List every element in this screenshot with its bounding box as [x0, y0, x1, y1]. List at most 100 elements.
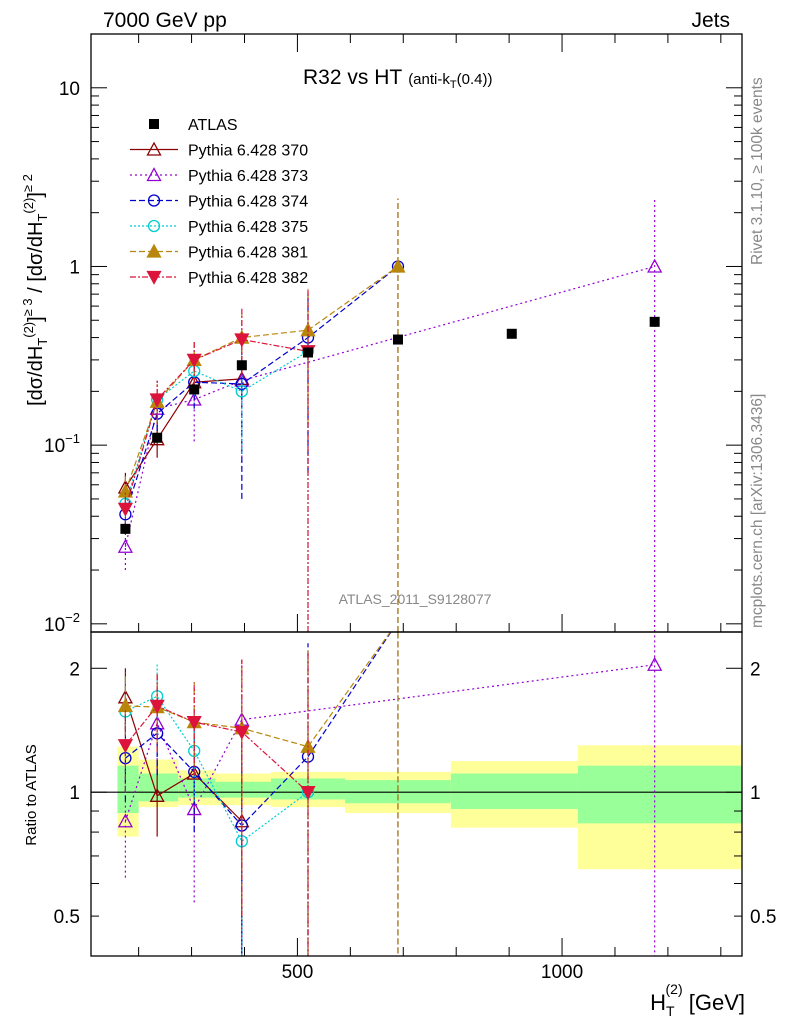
ratio-line	[124, 697, 243, 822]
y-tick-label: 1	[69, 257, 80, 278]
marker-triangle-down	[234, 333, 250, 348]
marker-square	[149, 119, 159, 129]
marker-square	[392, 334, 403, 345]
ylabel-part: ]	[25, 192, 47, 198]
y-tick-base: 10	[44, 615, 65, 636]
source-label: mcplots.cern.ch [arXiv:1306.3436]	[749, 394, 766, 628]
marker-triangle-down	[186, 353, 202, 368]
marker-triangle-down	[234, 725, 250, 740]
marker-triangle-down	[149, 699, 165, 714]
marker-circle	[147, 219, 161, 233]
y-tick-exp: −1	[65, 431, 80, 446]
legend: ATLAS Pythia 6.428 370 Pythia 6.428 373 Pyt…	[130, 117, 308, 287]
marker-triangle	[186, 801, 202, 816]
marker-triangle-down	[117, 502, 133, 517]
series-pythia-6-428-381	[117, 198, 406, 632]
ratio-y-tick-label: 1	[69, 783, 80, 804]
ratio-y-tick-label: 0.5	[54, 907, 80, 928]
ratio-band-inner	[577, 765, 742, 824]
marker-triangle-down	[186, 715, 202, 730]
ratio-plot-area	[91, 632, 742, 956]
marker-triangle	[117, 698, 133, 713]
rivet-label: Rivet 3.1.10, ≥ 100k events	[749, 77, 766, 265]
ylabel-part: ≥ 2	[20, 174, 35, 192]
title-small: (anti-k	[408, 71, 450, 88]
marker-triangle	[390, 258, 406, 273]
marker-triangle-down	[300, 786, 316, 801]
ylabel-part: (2)	[21, 198, 36, 214]
series-line	[124, 265, 655, 547]
marker-triangle	[117, 813, 133, 828]
series-pythia-6-428-382	[117, 289, 316, 632]
series-atlas	[120, 316, 660, 534]
ylabel-part: (2)	[21, 322, 36, 338]
series-pythia-6-428-374	[119, 198, 405, 632]
legend-label: ATLAS	[188, 117, 238, 134]
ratio-frame	[90, 631, 743, 957]
header-right: Jets	[691, 9, 730, 32]
ratio-line	[124, 705, 309, 793]
ratio-series-pythia-6-428-381	[117, 632, 399, 956]
marker-circle	[147, 194, 161, 207]
chart-title: R32 vs HT (anti-kT(0.4))	[303, 66, 492, 91]
ratio-series-pythia-6-428-375	[119, 651, 315, 956]
marker-square	[152, 432, 163, 443]
top-ylabel: [dσ/dHT(2)]≥ 3 / [dσ/dHT(2)]≥ 2	[20, 174, 50, 406]
analysis-label: ATLAS_2011_S9128077	[339, 591, 492, 607]
ratio-y-tick-label-right: 0.5	[750, 907, 776, 928]
y-tick-label: 10−2	[44, 610, 80, 636]
legend-label: Pythia 6.428 370	[188, 143, 308, 160]
xlabel-part: T	[666, 1003, 675, 1019]
ratio-line	[125, 632, 392, 748]
marker-square	[506, 328, 517, 339]
marker-triangle	[146, 141, 162, 156]
ylabel-part: T	[35, 214, 50, 222]
marker-triangle	[647, 656, 663, 671]
marker-triangle-down	[146, 270, 162, 285]
ratio-band-inner	[178, 778, 216, 798]
x-tick-label: 1000	[541, 962, 583, 983]
y-tick-base: 1	[69, 257, 80, 278]
legend-label: Pythia 6.428 381	[188, 245, 308, 262]
ylabel-part: ≥ 3	[20, 298, 35, 316]
marker-triangle	[647, 258, 663, 273]
ratio-line	[125, 632, 392, 827]
ratio-band-inner	[450, 773, 578, 810]
ratio-y-tick-label-right: 2	[750, 659, 761, 680]
y-tick-label: 10−1	[44, 431, 80, 457]
ratio-band-inner	[117, 765, 139, 814]
marker-triangle	[186, 765, 202, 780]
series-pythia-6-428-370	[117, 362, 250, 508]
marker-square	[649, 316, 660, 327]
y-tick-exp: −2	[65, 610, 80, 625]
marker-square	[189, 384, 200, 395]
series-pythia-6-428-375	[119, 294, 315, 632]
marker-triangle-down	[149, 393, 165, 408]
marker-square	[120, 523, 131, 534]
ylabel-part: ]	[25, 316, 47, 322]
ratio-series-pythia-6-428-382	[117, 651, 316, 956]
marker-triangle	[149, 787, 165, 802]
series-pythia-6-428-373	[117, 198, 663, 632]
marker-triangle	[146, 167, 162, 182]
y-tick-label: 10	[59, 79, 80, 100]
marker-square	[236, 360, 247, 371]
header-left: 7000 GeV pp	[103, 9, 227, 32]
y-tick-base: 10	[59, 79, 80, 100]
ratio-band-inner	[215, 781, 271, 798]
ratio-band-inner	[138, 773, 179, 802]
legend-label: Pythia 6.428 374	[188, 194, 308, 211]
series-line	[124, 265, 399, 515]
marker-triangle	[146, 243, 162, 258]
ylabel-part: [dσ/dH	[25, 346, 47, 406]
marker-triangle	[117, 538, 133, 553]
title-small-sub: T	[450, 79, 457, 91]
legend-label: Pythia 6.428 373	[188, 168, 308, 185]
ylabel-part: / [dσ/dH	[25, 222, 47, 299]
top-plot-area	[117, 198, 663, 632]
ratio-y-tick-label-right: 1	[750, 783, 761, 804]
x-tick-label: 500	[282, 962, 314, 983]
xlabel-part: H	[650, 990, 666, 1015]
